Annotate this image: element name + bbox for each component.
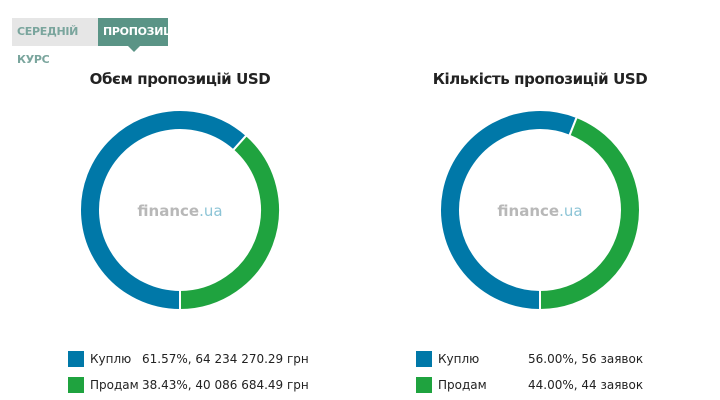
- legend-swatch-buy: [68, 351, 84, 367]
- donut-chart: finance.ua: [80, 110, 280, 310]
- chart-title: Кількість пропозицій USD: [432, 70, 648, 88]
- legend-swatch-sell: [416, 377, 432, 393]
- legend-label: Куплю: [90, 352, 132, 366]
- legend-item-buy: Куплю 61.57%, 64 234 270.29 грн: [68, 348, 309, 370]
- legend-value: 61.57%, 64 234 270.29 грн: [142, 352, 309, 366]
- tab-average-rate[interactable]: СЕРЕДНІЙ КУРС: [12, 18, 98, 66]
- slice-buy[interactable]: [80, 110, 248, 310]
- legend: Куплю 61.57%, 64 234 270.29 грн Продам 3…: [68, 348, 309, 400]
- slice-sell[interactable]: [179, 133, 280, 310]
- slice-buy[interactable]: [440, 110, 579, 310]
- legend-item-buy: Куплю 56.00%, 56 заявок: [416, 348, 643, 370]
- donut-chart: finance.ua: [440, 110, 640, 310]
- legend-item-sell: Продам 44.00%, 44 заявок: [416, 374, 643, 396]
- legend-label: Куплю: [438, 352, 480, 366]
- legend-label: Продам: [438, 378, 487, 392]
- legend-label: Продам: [90, 378, 139, 392]
- legend-value: 56.00%, 56 заявок: [528, 352, 644, 366]
- slice-sell[interactable]: [539, 115, 640, 310]
- legend-swatch-buy: [416, 351, 432, 367]
- legend: Куплю 56.00%, 56 заявок Продам 44.00%, 4…: [416, 348, 643, 400]
- legend-item-sell: Продам 38.43%, 40 086 684.49 грн: [68, 374, 309, 396]
- chart-title: Обєм пропозицій USD: [89, 70, 271, 88]
- legend-swatch-sell: [68, 377, 84, 393]
- finance-ua-watermark: finance.ua: [497, 202, 582, 220]
- tab-bar: СЕРЕДНІЙ КУРС ПРОПОЗИЦІЇ: [12, 18, 181, 66]
- finance-ua-watermark: finance.ua: [137, 202, 222, 220]
- tab-offers[interactable]: ПРОПОЗИЦІЇ: [98, 18, 181, 52]
- legend-value: 44.00%, 44 заявок: [528, 378, 644, 392]
- legend-value: 38.43%, 40 086 684.49 грн: [142, 378, 309, 392]
